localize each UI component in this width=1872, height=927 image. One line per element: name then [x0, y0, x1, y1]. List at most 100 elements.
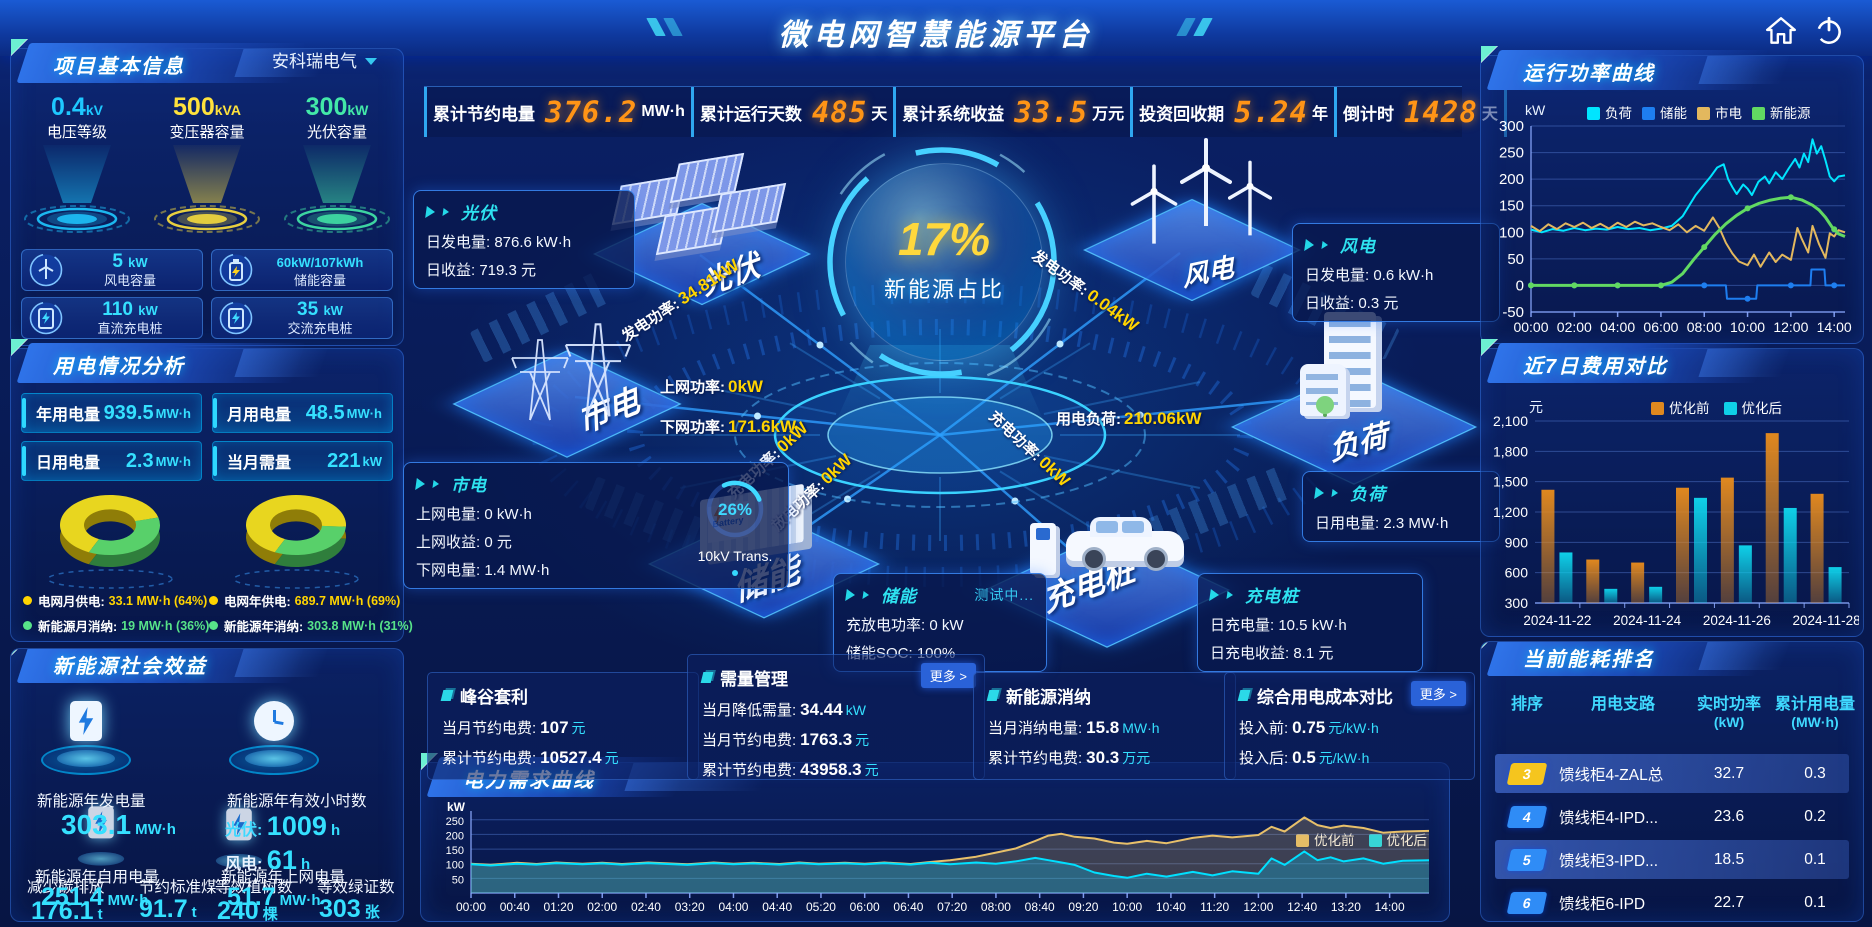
- info-row: 日充电收益: 8.1 元: [1210, 645, 1334, 662]
- info-row: 下网电量: 1.4 MW·h: [416, 562, 550, 579]
- donut-legend-month: 电网月供电: 33.1 MW·h (64%) 新能源月消纳: 19 MW·h (36%…: [23, 591, 209, 641]
- flow-label-3: 下网功率: 171.6kW: [660, 417, 797, 436]
- svg-text:1,800: 1,800: [1493, 443, 1528, 459]
- savings-row: 投入后: 0.5 元/kW·h: [1239, 748, 1370, 767]
- transmission-tower: [511, 339, 569, 421]
- box-title: 新能源消纳: [986, 683, 1221, 708]
- capacity-value: 35 kW: [297, 298, 343, 320]
- status-tag: 测试中...: [974, 586, 1034, 603]
- capacity-value: 110 kW: [102, 298, 158, 320]
- battery-icon: [88, 806, 114, 839]
- legend-item: 优化后: [1723, 397, 1782, 417]
- svg-text:08:00: 08:00: [1687, 319, 1722, 335]
- panel-project-info: 项目基本信息 安科瑞电气 0.4kV 电压等级 500kVA 变压器容量 300kW 光伏…: [10, 39, 404, 346]
- savings-row: 累计节约电费: 30.3 万元: [988, 748, 1151, 767]
- svg-text:2,100: 2,100: [1493, 415, 1528, 429]
- capacity-label: 直流充电桩: [97, 320, 163, 336]
- cost-legend: 优化前 优化后: [1651, 397, 1782, 417]
- svg-text:250: 250: [446, 816, 464, 828]
- home-icon[interactable]: [1764, 14, 1798, 48]
- table-row[interactable]: 5 馈线柜3-IPD... 18.5 0.1: [1495, 840, 1849, 879]
- svg-text:04:40: 04:40: [762, 900, 792, 914]
- benefit-label: 等效植树数: [215, 879, 293, 896]
- svg-text:10:00: 10:00: [1730, 319, 1765, 335]
- realtime-power: 32.7: [1713, 764, 1745, 782]
- node-label-2: 市电: [573, 381, 644, 441]
- svg-text:12:00: 12:00: [1773, 319, 1808, 335]
- node-label-5: 充电桩: [1039, 550, 1138, 619]
- info-row: 日用电量: 2.3 MW·h: [1315, 515, 1449, 532]
- hours-podium: [229, 701, 319, 775]
- more-button[interactable]: 更多 >: [920, 663, 976, 688]
- column-header: 排序: [1510, 696, 1543, 713]
- rank-badge: 5: [1506, 848, 1548, 871]
- panel-power-curve: 运行功率曲线 kW 负荷 储能 市电 新能源 -50 0 50 100 150 200 250 30…: [1480, 46, 1864, 344]
- column-header: 实时功率 (kW): [1696, 696, 1761, 730]
- wind-turbine: [1130, 164, 1178, 244]
- corner-flag-icon: [700, 672, 714, 683]
- info-box-title: 光伏: [425, 199, 622, 224]
- info-box-title: 充电桩: [1209, 582, 1410, 607]
- legend-item: 优化后: [1368, 829, 1427, 849]
- svg-text:200: 200: [446, 830, 464, 842]
- wind-turbine: [1180, 138, 1232, 226]
- savings-row: 当月降低需量: 34.44 kW: [702, 700, 866, 719]
- info-row: 上网电量: 0 kW·h: [416, 506, 532, 523]
- svg-text:电压等级: 电压等级: [47, 123, 107, 141]
- info-box-pv: 光伏 日发电量: 876.6 kW·h 日收益: 719.3 元: [413, 190, 635, 289]
- solar-panel: [711, 182, 787, 234]
- svg-text:02:00: 02:00: [587, 900, 617, 914]
- info-row: 日发电量: 0.6 kW·h: [1305, 267, 1434, 284]
- table-row[interactable]: 4 馈线柜4-IPD... 23.6 0.2: [1495, 797, 1849, 836]
- svg-text:11:20: 11:20: [1200, 900, 1229, 914]
- total-energy: 0.1: [1804, 850, 1826, 868]
- usage-stat-3: 当月需量 221 kW: [212, 441, 393, 481]
- svg-text:100: 100: [1499, 224, 1524, 241]
- rank-badge: 4: [1506, 805, 1548, 828]
- benefit-value: 251.4 MW·h: [41, 883, 149, 911]
- node-label-3: 负荷: [1326, 419, 1391, 468]
- column-header: 累计用电量 (MW·h): [1774, 696, 1855, 730]
- rank-badge: 6: [1506, 891, 1548, 914]
- kpi-value: 33.5: [1014, 95, 1089, 129]
- node-platform-2: [452, 350, 682, 458]
- svg-text:04:00: 04:00: [718, 900, 748, 914]
- flow-label-2: 上网功率: 0kW: [660, 377, 763, 396]
- svg-text:500kVA: 500kVA: [173, 93, 241, 121]
- svg-text:kW: kW: [447, 801, 466, 814]
- more-button[interactable]: 更多 >: [1410, 681, 1466, 706]
- panel-title: 运行功率曲线: [1523, 63, 1655, 85]
- flow-value: 0.04kW: [1083, 285, 1143, 336]
- charger-icon: [219, 301, 253, 335]
- cone-stat-1: 500kVA 变压器容量: [145, 91, 269, 248]
- power-icon[interactable]: [1812, 14, 1846, 48]
- clock-icon: [254, 701, 294, 741]
- table-row[interactable]: 6 馈线柜6-IPD 22.7 0.1: [1495, 883, 1849, 921]
- kpi-value: 485: [811, 95, 868, 129]
- corner-flag-icon: [1237, 690, 1251, 701]
- company-select[interactable]: 安科瑞电气: [272, 47, 377, 72]
- kpi-value: 376.2: [545, 95, 638, 129]
- capacity-card-0: 5 kW 风电容量: [21, 249, 203, 291]
- benefit-value: 303.1 MW·h: [61, 809, 176, 840]
- svg-text:01:20: 01:20: [543, 900, 573, 914]
- svg-text:250: 250: [1499, 145, 1524, 162]
- svg-text:12:00: 12:00: [1243, 900, 1273, 914]
- solar-panel: [669, 152, 745, 204]
- benefit-label: 新能源年上网电量: [221, 869, 346, 886]
- svg-text:12:40: 12:40: [1287, 900, 1317, 914]
- legend-item: 优化前: [1651, 397, 1710, 417]
- svg-text:14:00: 14:00: [1375, 900, 1405, 914]
- corner-flag-icon: [986, 690, 1000, 701]
- flow-label-7: 用电负荷: 210.06kW: [1056, 409, 1202, 428]
- table-row[interactable]: 3 馈线柜4-ZAL总 32.7 0.3: [1495, 754, 1849, 793]
- panel-energy-ranking: 当前能耗排名 排序 用电支路 实时功率 (kW) 累计用电量 (MW·h) 3 馈线柜4-…: [1480, 641, 1864, 922]
- flow-value: 210.06kW: [1124, 409, 1202, 428]
- svg-text:03:20: 03:20: [675, 900, 705, 914]
- branch-name: 馈线柜4-IPD...: [1559, 809, 1659, 827]
- flow-value: 0kW: [1035, 452, 1074, 491]
- column-header: 用电支路: [1590, 696, 1655, 713]
- svg-text:06:40: 06:40: [893, 900, 923, 914]
- svg-text:300kW: 300kW: [306, 93, 370, 121]
